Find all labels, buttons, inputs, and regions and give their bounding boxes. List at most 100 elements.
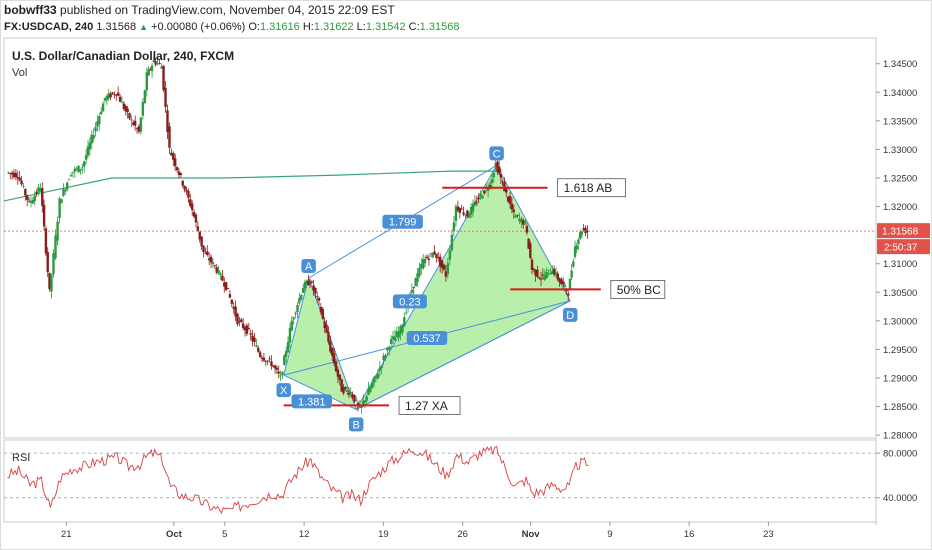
candle-body [221,275,224,281]
candle-body [319,306,323,313]
candle-body [518,218,521,221]
candle-body [448,250,452,260]
candle-body [24,189,27,196]
up-arrow-icon: ▲ [139,22,149,32]
candle-body [268,358,271,360]
candle-body [177,171,181,175]
candle-body [501,181,504,183]
candle-body [179,173,183,175]
candle-body [305,281,308,285]
candle-body [405,312,408,314]
candle-body [386,347,389,351]
candle-body [529,243,532,258]
candle-body [73,168,76,172]
candle-body [353,394,356,402]
candle-body [435,253,438,259]
candle-body [164,87,167,107]
candle-body [410,289,414,293]
candle-body [277,371,280,374]
candle-body [388,347,391,350]
ratio-label-ac: 1.799 [382,214,423,229]
candle-body [44,228,48,254]
candle-body [554,272,558,275]
ratio-label-xb: 1.381 [291,394,332,409]
point-d-label-bg [562,307,578,322]
candle-body [551,271,554,275]
candle-body [378,367,381,371]
candle-body [468,214,471,218]
level-label-box [398,396,461,415]
candle-body [440,260,444,268]
candle-body [173,158,177,167]
point-d-label-text: D [566,310,574,322]
candle-body [215,267,218,273]
ratio-label-xd-bg [406,331,448,345]
author-name[interactable]: bobwff33 [4,3,57,17]
x-tick-label: 21 [61,529,72,540]
candle-body [62,189,65,196]
candle-body [561,281,565,285]
level-label-text: 1.618 AB [564,181,613,195]
candle-body [103,97,107,101]
rsi-line [7,445,589,515]
candle-body [334,361,338,372]
candle-body [575,245,578,250]
candle-body [160,66,163,69]
ratio-label-ac-bg [382,214,423,229]
candle-body [272,365,275,367]
ratio-label-xd-text: 0.537 [413,333,441,345]
candle-body [37,187,40,193]
low-value: 1.31542 [365,21,406,33]
candle-body [316,296,319,297]
candle-body [190,203,194,210]
candle-body [20,180,23,185]
candle-body [420,263,423,269]
candle-body [471,203,475,212]
high-label: H: [302,21,314,33]
candle-body [541,274,545,276]
candle-body [109,93,112,98]
candle-body [46,251,49,272]
candle-body [26,195,29,200]
ratio-label-bc-bg [392,294,427,309]
candle-body [505,186,508,193]
candle-body [204,252,207,254]
candle-body [349,391,352,394]
candle-body [418,267,421,277]
candle-body [486,188,490,191]
candle-body [358,406,362,407]
candle-body [340,379,343,392]
candle-body [39,188,42,192]
last-price: 1.31568 [96,21,137,33]
candle-body [584,227,587,234]
y-tick-label: 1.28000 [883,431,917,442]
rsi-tick-label: 40.0000 [883,493,917,504]
candle-body [279,375,282,377]
candle-body [543,275,546,280]
candle-body [86,146,90,156]
candle-body [118,96,122,102]
candle-body [473,201,477,206]
chart-title: U.S. Dollar/Canadian Dollar, 240, FXCM [12,49,234,63]
y-tick-label: 1.30000 [883,316,917,327]
candle-body [367,388,370,396]
candle-body [490,179,494,184]
candle-body [321,308,324,319]
candle-body [560,279,563,285]
candle-body [363,400,367,403]
point-b-label-text: B [353,419,360,431]
candle-body [209,256,213,263]
candle-body [347,392,351,395]
candle-body [327,331,330,342]
rsi-pane-border [3,439,877,523]
candle-body [251,335,254,342]
candle-body [255,345,258,347]
candle-body [198,231,201,240]
candle-body [558,278,561,283]
pattern-triangle-bcd [354,164,571,411]
level-label-text: 1.27 XA [405,399,448,413]
candle-body [96,121,99,127]
candle-body [506,196,510,202]
candle-body [238,320,241,322]
